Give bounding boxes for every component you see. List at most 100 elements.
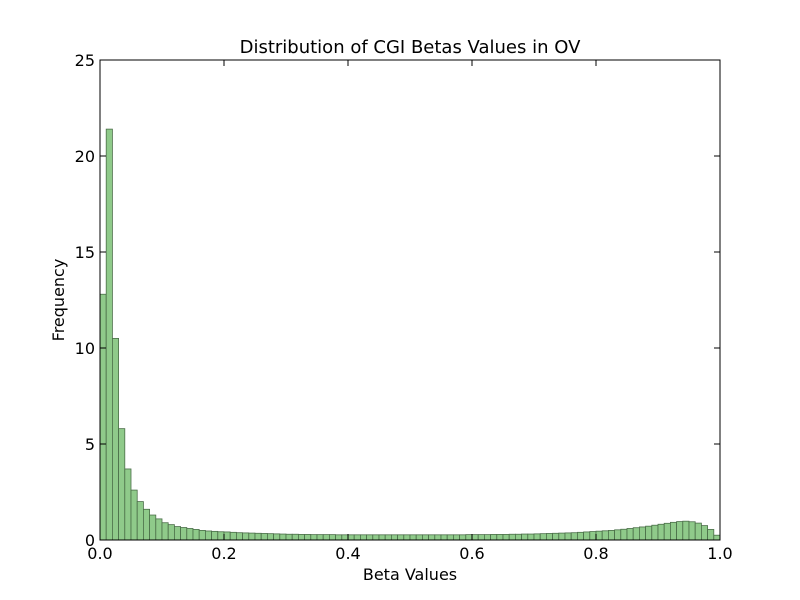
histogram-bar (167, 524, 175, 541)
histogram-bar (639, 526, 647, 541)
histogram-bar (440, 534, 448, 541)
histogram-bar (378, 534, 386, 541)
histogram-bar (688, 521, 696, 541)
histogram-bar (322, 534, 330, 541)
histogram-bar (384, 534, 392, 541)
histogram-bar (297, 534, 305, 541)
histogram-bar (149, 514, 157, 541)
histogram-bar (266, 533, 274, 541)
histogram-bar (471, 534, 479, 541)
histogram-bar (353, 534, 361, 541)
histogram-bar (242, 532, 250, 541)
histogram-bar (260, 533, 268, 541)
y-axis-label: Frequency (49, 259, 68, 342)
y-tick-label: 5 (85, 435, 95, 454)
histogram-bar (328, 534, 336, 541)
histogram-bar (366, 534, 374, 541)
histogram-bar (341, 534, 349, 541)
histogram-bar (527, 533, 535, 541)
histogram-bar (583, 531, 591, 541)
histogram-bar (601, 530, 609, 541)
histogram-bar (434, 534, 442, 541)
histogram-bar (483, 534, 491, 541)
y-tick-label: 0 (85, 531, 95, 550)
histogram-bar (112, 337, 120, 541)
histogram-bar (428, 534, 436, 541)
histogram-bar (285, 533, 293, 541)
histogram-bar (124, 468, 132, 541)
histogram-bar (558, 532, 566, 541)
tick-labels-group: 0.0 0.2 0.4 0.6 0.8 1.0 0 5 10 15 20 25 (75, 51, 733, 563)
histogram-bar (670, 521, 678, 541)
y-tick-label: 10 (75, 339, 95, 358)
histogram-bar (279, 533, 287, 541)
x-tick-label: 0.8 (583, 544, 608, 563)
histogram-bar (359, 534, 367, 541)
histogram-bar (211, 530, 219, 541)
histogram-bar (291, 533, 299, 541)
histogram-bar (397, 534, 405, 541)
histogram-bar (180, 527, 188, 541)
histogram-bar (452, 534, 460, 541)
histogram-bar (620, 528, 628, 541)
histogram-bar (694, 522, 702, 541)
histogram-bar (254, 532, 262, 541)
histogram-bar (310, 534, 318, 541)
histogram-bar (564, 532, 572, 541)
histogram-bar (632, 527, 640, 541)
histogram-bar (707, 529, 715, 541)
histogram-bar (570, 532, 578, 541)
histogram-bar (663, 522, 671, 541)
y-tick-label: 15 (75, 243, 95, 262)
histogram-bar (657, 523, 665, 541)
plot-frame (99, 59, 721, 541)
histogram-bar (142, 508, 150, 541)
histogram-bar (415, 534, 423, 541)
histogram-bar (614, 529, 622, 541)
x-axis-label: Beta Values (363, 565, 457, 584)
histogram-bar (155, 518, 163, 541)
histogram-bar (248, 532, 256, 541)
histogram-bar (304, 534, 312, 541)
histogram-bar (198, 530, 206, 541)
histogram-bar (508, 533, 516, 541)
histogram-bar (676, 521, 684, 541)
histogram-bar (608, 530, 616, 541)
x-tick-label: 0.6 (459, 544, 484, 563)
histogram-bar (701, 525, 709, 541)
histogram-bar (465, 534, 473, 541)
histogram-bar (713, 534, 721, 541)
histogram-bar (651, 524, 659, 541)
histogram-bar (273, 533, 281, 541)
histogram-bar (229, 531, 237, 541)
histogram-bar (161, 522, 169, 541)
histogram-bar (335, 534, 343, 541)
histogram-bar (577, 531, 585, 541)
histogram-bar (595, 530, 603, 541)
histogram-bar (99, 293, 107, 541)
histogram-bar (546, 533, 554, 541)
histogram-bar (186, 528, 194, 541)
histogram-bar (192, 529, 200, 541)
histogram-bar (477, 534, 485, 541)
histogram-bar (682, 520, 690, 541)
x-tick-label: 0.4 (335, 544, 360, 563)
histogram-bar (496, 534, 504, 541)
histogram-bar (521, 533, 529, 541)
histogram-bar (409, 534, 417, 541)
histogram-bar (403, 534, 411, 541)
x-tick-label: 0.2 (211, 544, 236, 563)
histogram-bar (490, 534, 498, 541)
chart-title: Distribution of CGI Betas Values in OV (240, 37, 581, 58)
histogram-bar (372, 534, 380, 541)
histogram-bar (390, 534, 398, 541)
histogram-bar (204, 530, 212, 541)
y-tick-label: 20 (75, 147, 95, 166)
histogram-bar (136, 501, 144, 541)
x-tick-label: 0.0 (87, 544, 112, 563)
histogram-bar (173, 526, 181, 541)
histogram-bar (316, 534, 324, 541)
histogram-bar (533, 533, 541, 541)
histogram-bar (626, 528, 634, 541)
